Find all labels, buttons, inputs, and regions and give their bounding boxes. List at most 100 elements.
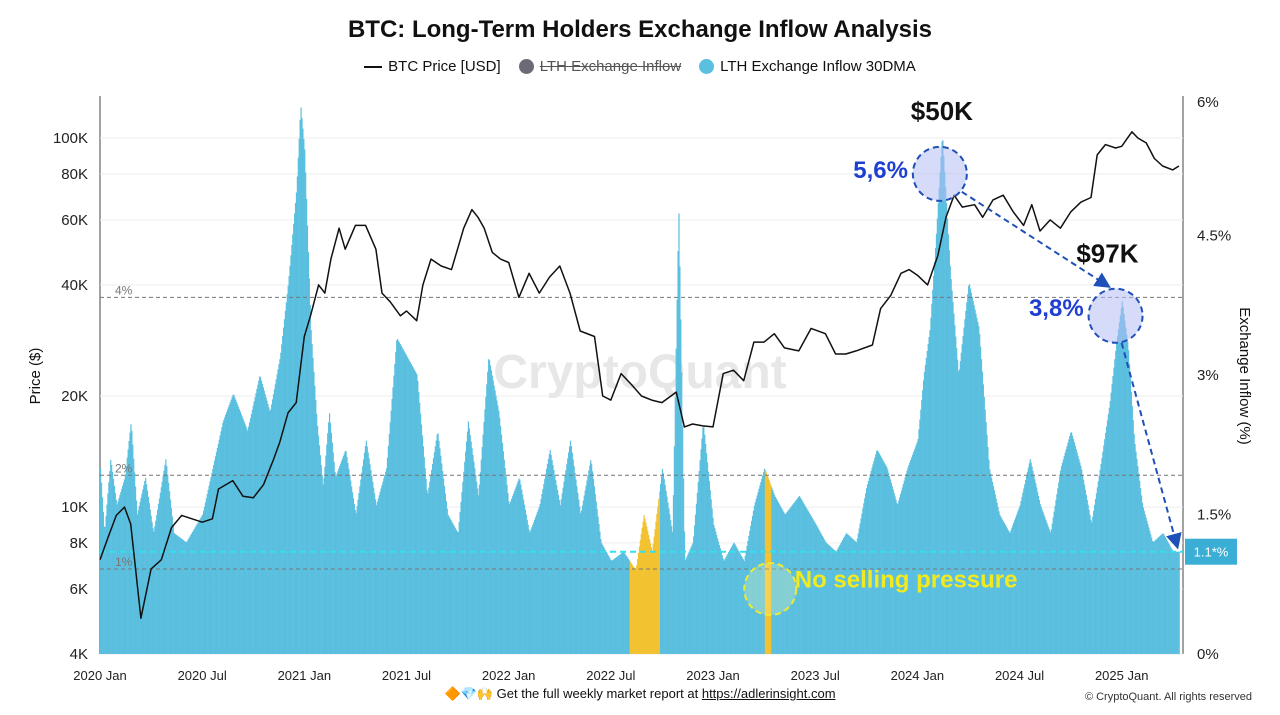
inflow-bar [377,498,379,654]
inflow-bar [921,399,923,654]
inflow-bar [443,486,446,654]
inflow-bar [948,250,950,654]
inflow-bar [1139,480,1141,654]
inflow-bar [981,371,984,654]
inflow-bar [809,514,812,654]
inflow-bar [688,551,690,654]
inflow-bar [305,198,308,655]
inflow-bar [457,531,459,654]
inflow-bar [153,531,155,654]
inflow-bar [1038,500,1041,654]
inflow-bar [966,302,968,654]
inflow-bar [847,534,849,654]
inflow-bar [826,543,828,654]
inflow-bar [862,508,864,654]
inflow-bar [806,508,808,654]
inflow-bar [215,452,218,654]
inflow-bar [1016,512,1018,654]
inflow-bar [1075,449,1077,654]
inflow-bar [659,491,661,654]
legend-item-price[interactable]: BTC Price [USD] [364,58,501,75]
inflow-bar [837,548,839,654]
inflow-bar [1114,359,1116,654]
inflow-bar [971,296,973,654]
inflow-bar [410,364,413,654]
inflow-bar [724,558,726,654]
inflow-bar [785,513,787,654]
inflow-bar [769,482,771,654]
inflow-bar [754,502,756,654]
inflow-bar [679,266,681,654]
legend-item-lth-inflow[interactable]: LTH Exchange Inflow [518,58,681,75]
inflow-bar [1085,494,1087,654]
inflow-bar [317,435,320,654]
inflow-bar [595,501,597,654]
inflow-bar [421,435,424,654]
inflow-bar [816,525,818,654]
inflow-bar [760,482,762,654]
inflow-bar [501,442,504,654]
inflow-bar [729,548,732,654]
inflow-bar [273,389,276,654]
inflow-bar [350,480,352,654]
inflow-bar [152,528,154,654]
inflow-bar [111,464,113,654]
inflow-bar [1034,479,1036,654]
inflow-bar [341,458,344,654]
inflow-bar [1004,524,1007,654]
inflow-bar [818,529,820,654]
inflow-bar [460,501,462,654]
inflow-bar [225,412,228,654]
inflow-bar [120,491,122,654]
inflow-bar [282,327,285,654]
inflow-bar [441,463,443,654]
inflow-bar [1017,510,1019,654]
inflow-bar [1126,334,1128,654]
inflow-bar [871,467,873,654]
inflow-bar [829,545,831,654]
inflow-bar [860,518,862,654]
inflow-bar [495,395,497,654]
inflow-bar [488,360,491,654]
inflow-bar [1171,548,1173,654]
inflow-bar [1141,502,1144,654]
inflow-bar [634,568,636,654]
legend-item-lth-30dma[interactable]: LTH Exchange Inflow 30DMA [699,58,916,75]
inflow-bar [168,491,171,654]
footer-link[interactable]: https://adlerinsight.com [701,686,836,701]
inflow-bar [369,464,371,654]
inflow-bar [671,531,674,654]
inflow-bar [1170,547,1172,654]
inflow-bar [1089,514,1091,654]
inflow-bar [238,409,241,654]
inflow-bar [1154,540,1156,654]
inflow-bar [922,380,925,654]
inflow-bar [790,506,792,654]
inflow-bar [559,505,561,654]
inflow-bar [926,350,928,654]
inflow-bar [1083,484,1086,654]
inflow-bar [1082,474,1084,654]
inflow-bar [571,452,573,654]
inflow-bar [893,492,895,654]
inflow-bar [165,459,167,654]
inflow-bar [645,522,647,654]
inflow-bar [778,503,780,654]
inflow-bar [388,434,390,654]
inflow-bar [756,495,758,654]
inflow-bar [668,508,670,654]
inflow-bar [227,407,230,654]
inflow-bar [625,554,627,654]
inflow-bar [419,402,421,654]
inflow-bar [271,399,274,654]
inflow-bar [1143,510,1145,654]
inflow-bar [655,521,657,654]
inflow-bar [108,482,110,654]
inflow-bar [159,492,161,654]
inflow-bar [1101,458,1103,654]
inflow-bar [1080,465,1082,654]
inflow-bar [1121,301,1123,654]
inflow-bar [347,463,349,654]
inflow-bar [522,494,524,654]
inflow-bar [774,497,777,654]
